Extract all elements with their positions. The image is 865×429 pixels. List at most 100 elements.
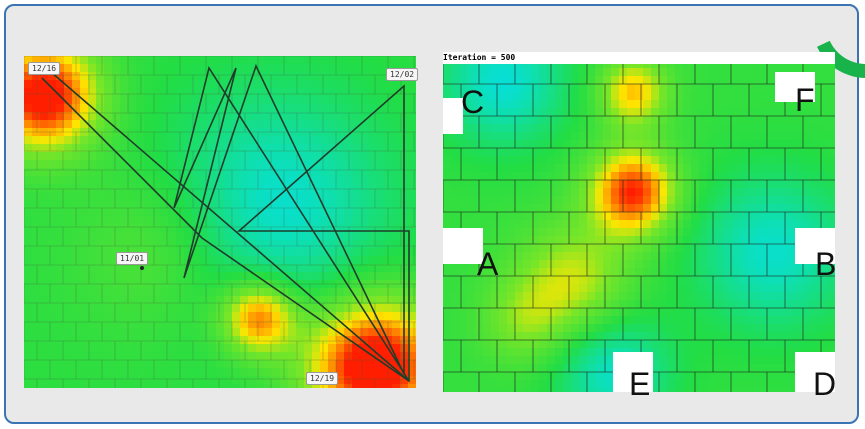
left-heat-cell <box>64 320 73 329</box>
left-heat-cell <box>296 160 305 169</box>
left-heat-cell <box>128 200 137 209</box>
left-heat-cell <box>136 56 145 65</box>
right-heat-cell <box>755 124 764 133</box>
right-heat-cell <box>731 324 740 333</box>
right-heat-cell <box>723 364 732 373</box>
left-heat-cell <box>352 304 361 313</box>
left-heat-cell <box>384 328 393 337</box>
right-heat-cell <box>563 388 572 397</box>
right-heat-cell <box>771 60 780 69</box>
right-heat-cell <box>603 156 612 165</box>
left-heat-cell <box>312 248 321 257</box>
right-heat-cell <box>491 220 500 229</box>
right-heat-cell <box>675 308 684 317</box>
right-heat-cell <box>483 148 492 157</box>
left-heat-cell <box>112 176 121 185</box>
left-heat-cell <box>344 144 353 153</box>
right-heat-cell <box>555 292 564 301</box>
left-heat-cell <box>208 304 217 313</box>
right-heat-cell <box>483 340 492 349</box>
right-heat-cell <box>507 148 516 157</box>
right-heat-cell <box>699 172 708 181</box>
left-heat-cell <box>264 312 273 321</box>
right-heat-cell <box>555 300 564 309</box>
left-heat-cell <box>352 152 361 161</box>
right-heat-cell <box>595 300 604 309</box>
left-heat-cell <box>72 368 81 377</box>
right-heat-cell <box>627 92 636 101</box>
right-heat-cell <box>739 316 748 325</box>
right-heat-cell <box>587 364 596 373</box>
left-heat-cell <box>296 296 305 305</box>
left-heat-cell <box>136 376 145 385</box>
left-heat-cell <box>368 80 377 89</box>
right-heat-cell <box>747 388 756 397</box>
right-heat-cell <box>547 84 556 93</box>
left-heat-cell <box>256 256 265 265</box>
left-heat-cell <box>160 240 169 249</box>
right-heat-cell <box>555 324 564 333</box>
left-heat-cell <box>72 144 81 153</box>
left-heat-cell <box>240 200 249 209</box>
left-heat-cell <box>280 368 289 377</box>
right-heat-cell <box>443 372 452 381</box>
right-heat-cell <box>819 268 828 277</box>
left-heat-cell <box>168 296 177 305</box>
right-heat-cell <box>755 308 764 317</box>
left-heat-cell <box>120 192 129 201</box>
left-heat-cell <box>408 312 417 321</box>
right-heat-cell <box>651 380 660 389</box>
left-heat-cell <box>24 112 33 121</box>
right-heat-cell <box>675 372 684 381</box>
right-heat-cell <box>483 68 492 77</box>
right-heat-cell <box>491 76 500 85</box>
left-heat-cell <box>352 288 361 297</box>
right-heat-cell <box>715 292 724 301</box>
right-heat-cell <box>475 292 484 301</box>
right-heat-cell <box>619 228 628 237</box>
left-heat-cell <box>392 232 401 241</box>
left-heat-cell <box>344 184 353 193</box>
right-heat-cell <box>731 92 740 101</box>
left-heat-cell <box>48 320 57 329</box>
right-heat-cell <box>667 212 676 221</box>
left-heat-cell <box>408 384 417 393</box>
right-heat-cell <box>563 228 572 237</box>
left-heat-cell <box>152 368 161 377</box>
left-heat-cell <box>336 296 345 305</box>
right-heat-cell <box>715 252 724 261</box>
right-heat-cell <box>603 260 612 269</box>
left-heat-cell <box>128 304 137 313</box>
left-heat-cell <box>232 136 241 145</box>
right-heat-cell <box>803 116 812 125</box>
right-heatmap-svg <box>442 51 836 397</box>
right-heat-cell <box>571 324 580 333</box>
left-heat-cell <box>144 192 153 201</box>
right-heat-cell <box>731 108 740 117</box>
right-heat-cell <box>603 204 612 213</box>
left-heat-cell <box>352 184 361 193</box>
left-heat-cell <box>144 320 153 329</box>
left-heat-cell <box>176 160 185 169</box>
right-heat-cell <box>667 356 676 365</box>
right-heat-cell <box>483 244 492 253</box>
left-heat-cell <box>360 216 369 225</box>
right-heat-cell <box>587 244 596 253</box>
right-heat-cell <box>539 100 548 109</box>
right-heat-cell <box>643 228 652 237</box>
right-heat-cell <box>755 116 764 125</box>
left-heat-cell <box>248 344 257 353</box>
iteration-label: Iteration = 500 <box>443 53 516 62</box>
left-heat-cell <box>168 216 177 225</box>
left-heat-cell <box>80 80 89 89</box>
right-heat-cell <box>787 308 796 317</box>
right-heat-cell <box>451 220 460 229</box>
left-heat-cell <box>216 144 225 153</box>
left-heat-cell <box>120 368 129 377</box>
right-heat-cell <box>763 284 772 293</box>
left-heat-cell <box>96 320 105 329</box>
left-heat-cell <box>224 344 233 353</box>
right-heat-cell <box>643 276 652 285</box>
map-gap <box>795 228 835 264</box>
right-heat-cell <box>747 76 756 85</box>
